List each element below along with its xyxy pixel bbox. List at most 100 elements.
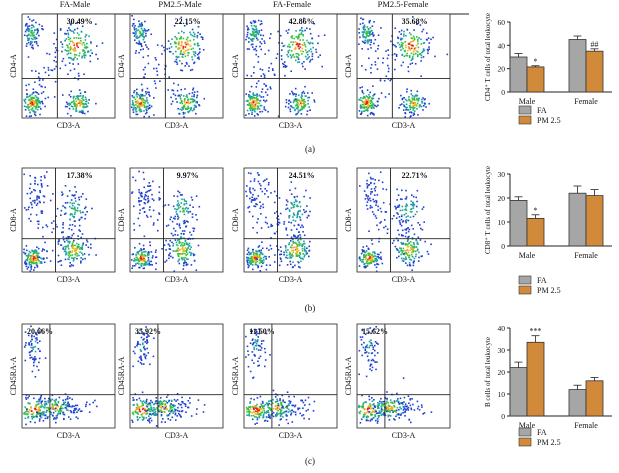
event-dot <box>266 222 268 225</box>
event-dot <box>423 41 426 44</box>
event-dot <box>31 93 33 96</box>
event-dot <box>137 93 140 96</box>
event-dot <box>257 360 259 363</box>
x-axis-label: CD3-A <box>392 121 416 130</box>
event-dot <box>307 99 309 102</box>
event-dot <box>52 411 55 414</box>
event-dot <box>146 97 148 99</box>
event-dot <box>28 37 30 40</box>
event-dot <box>407 49 409 52</box>
event-dot <box>367 97 370 100</box>
event-dot <box>413 257 416 260</box>
event-dot <box>300 102 302 104</box>
event-dot <box>373 21 375 23</box>
event-dot <box>369 91 371 94</box>
panel-a: 30.49%CD4-ACD3-A22.15%CD4-ACD3-A42.86%CD… <box>9 13 451 154</box>
event-dot <box>184 50 187 52</box>
event-dot <box>58 260 61 263</box>
event-dot <box>378 404 380 406</box>
event-dot <box>408 254 411 257</box>
event-dot <box>307 96 309 99</box>
event-dot <box>42 420 45 422</box>
event-dot <box>408 256 410 258</box>
event-dot <box>169 252 171 255</box>
event-dot <box>261 88 264 90</box>
event-dot <box>140 43 142 46</box>
event-dot <box>260 213 262 215</box>
event-dot <box>25 423 27 426</box>
event-dot <box>37 93 40 95</box>
event-dot <box>378 407 380 409</box>
event-dot <box>168 254 170 256</box>
event-dot <box>267 226 270 228</box>
event-dot <box>293 206 296 208</box>
event-dot <box>287 249 289 251</box>
event-dot <box>131 259 133 261</box>
event-dot <box>138 41 141 44</box>
event-dot <box>160 403 162 406</box>
event-dot <box>192 227 194 230</box>
event-dot <box>293 48 296 50</box>
event-dot <box>85 100 88 103</box>
event-dot <box>187 107 189 110</box>
event-dot <box>315 51 318 53</box>
event-dot <box>71 234 73 237</box>
event-dot <box>369 258 371 261</box>
event-dot <box>192 206 194 208</box>
event-dot <box>399 46 401 49</box>
event-dot <box>297 111 300 114</box>
event-dot <box>255 257 257 260</box>
event-dot <box>263 76 266 78</box>
event-dot <box>369 102 372 104</box>
event-dot <box>31 101 34 104</box>
event-dot <box>363 408 365 410</box>
event-dot <box>312 42 314 45</box>
event-dot <box>138 260 140 263</box>
event-dot <box>59 28 62 30</box>
event-dot <box>376 256 378 258</box>
event-dot <box>380 27 382 29</box>
event-dot <box>150 407 153 409</box>
event-dot <box>279 257 282 259</box>
event-dot <box>308 106 311 108</box>
event-dot <box>69 29 71 31</box>
event-dot <box>367 331 370 334</box>
event-dot <box>251 199 254 201</box>
event-dot <box>175 244 178 246</box>
event-dot <box>296 252 298 254</box>
event-dot <box>269 354 271 356</box>
event-dot <box>393 410 396 412</box>
event-dot <box>38 399 41 401</box>
event-dot <box>367 258 369 261</box>
event-dot <box>75 37 78 39</box>
event-dot <box>182 48 185 51</box>
event-dot <box>193 104 196 107</box>
event-dot <box>180 16 183 19</box>
event-dot <box>386 410 388 413</box>
event-dot <box>418 256 420 259</box>
event-dot <box>144 348 146 351</box>
event-dot <box>176 38 178 41</box>
y-axis-label: CD45RA-A <box>117 356 126 395</box>
event-dot <box>141 207 144 210</box>
event-dot <box>366 100 369 103</box>
event-dot <box>269 414 271 416</box>
event-dot <box>362 405 364 407</box>
event-dot <box>409 210 412 213</box>
event-dot <box>255 334 258 336</box>
event-dot <box>372 346 375 348</box>
event-dot <box>296 36 299 39</box>
event-dot <box>165 225 168 227</box>
event-dot <box>400 218 403 221</box>
event-dot <box>265 178 268 180</box>
event-dot <box>31 191 33 193</box>
event-dot <box>401 251 403 254</box>
event-dot <box>138 204 141 206</box>
event-dot <box>67 401 69 404</box>
event-dot <box>292 206 295 209</box>
event-dot <box>302 226 304 228</box>
event-dot <box>82 94 84 97</box>
event-dot <box>416 55 419 58</box>
group-label: PM2.5-Male <box>158 0 201 9</box>
